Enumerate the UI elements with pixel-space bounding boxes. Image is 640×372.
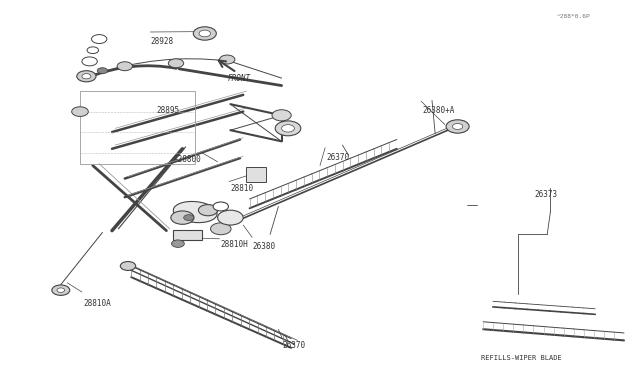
Circle shape — [92, 35, 107, 44]
Ellipse shape — [173, 202, 217, 222]
Circle shape — [87, 47, 99, 54]
Text: 28810: 28810 — [230, 184, 253, 193]
Circle shape — [97, 68, 108, 74]
Circle shape — [272, 110, 291, 121]
Circle shape — [282, 125, 294, 132]
Circle shape — [82, 57, 97, 66]
Text: 26380: 26380 — [253, 242, 276, 251]
Circle shape — [199, 30, 211, 37]
Circle shape — [193, 27, 216, 40]
Circle shape — [218, 210, 243, 225]
Text: 28895: 28895 — [157, 106, 180, 115]
Circle shape — [172, 240, 184, 247]
Circle shape — [452, 124, 463, 129]
Text: -28800: -28800 — [173, 155, 201, 164]
Circle shape — [72, 107, 88, 116]
Circle shape — [211, 223, 231, 235]
Bar — [477, 188, 630, 340]
Text: 26370: 26370 — [283, 341, 306, 350]
Circle shape — [213, 202, 228, 211]
Circle shape — [52, 285, 70, 295]
Text: 26380+A: 26380+A — [422, 106, 455, 115]
Bar — [74, 9, 304, 253]
Text: 28810H: 28810H — [221, 240, 248, 249]
Text: 26373: 26373 — [534, 190, 557, 199]
Circle shape — [220, 55, 235, 64]
Circle shape — [184, 215, 194, 221]
Text: REFILLS-WIPER BLADE: REFILLS-WIPER BLADE — [481, 355, 562, 361]
Bar — [246, 167, 266, 182]
Circle shape — [120, 262, 136, 270]
Circle shape — [117, 62, 132, 71]
Text: 28928: 28928 — [150, 37, 173, 46]
Circle shape — [77, 71, 96, 82]
Bar — [173, 230, 202, 240]
Circle shape — [82, 74, 91, 79]
Text: 28810A: 28810A — [83, 299, 111, 308]
Circle shape — [171, 211, 194, 224]
Circle shape — [446, 120, 469, 133]
Circle shape — [275, 121, 301, 136]
Circle shape — [168, 59, 184, 68]
Circle shape — [198, 205, 218, 216]
Text: ^288*0.6P: ^288*0.6P — [557, 14, 591, 19]
Circle shape — [57, 288, 65, 292]
Text: FRONT: FRONT — [227, 74, 250, 83]
Text: 26370: 26370 — [326, 153, 349, 161]
Bar — [80, 91, 195, 164]
